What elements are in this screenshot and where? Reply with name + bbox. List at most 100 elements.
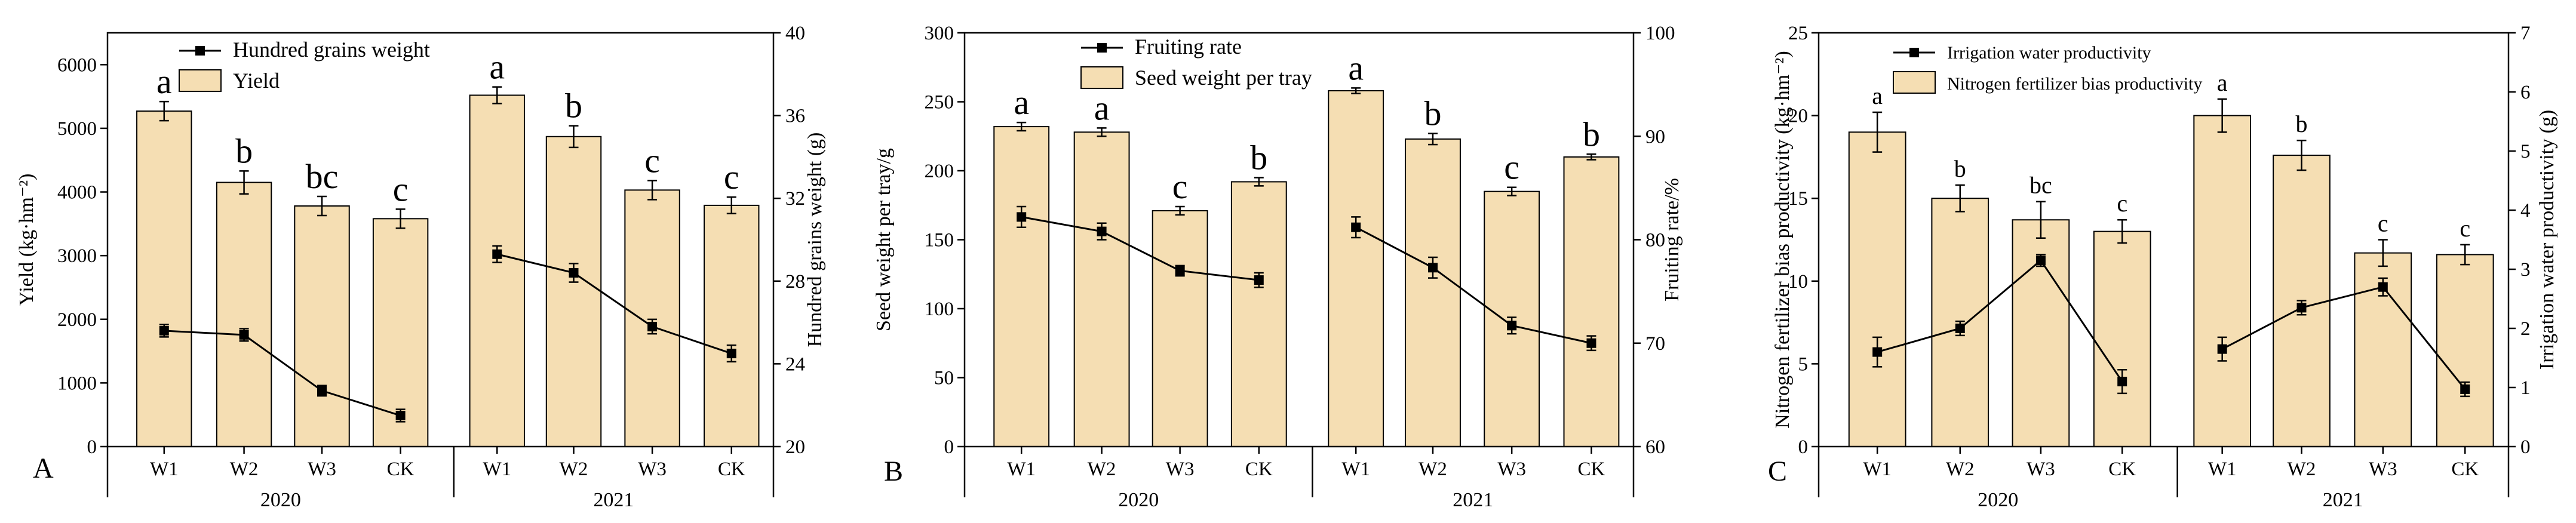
left-tick-label: 20 <box>1788 106 1808 127</box>
significance-letter: c <box>1172 167 1188 206</box>
left-tick-label: 15 <box>1788 188 1808 210</box>
bar <box>1848 131 1906 447</box>
line-point <box>492 249 502 259</box>
significance-letter: b <box>1583 115 1600 153</box>
bar <box>469 94 525 447</box>
left-tick-label: 100 <box>925 299 954 320</box>
left-tick-label: 150 <box>925 230 954 251</box>
line-point <box>2117 377 2127 387</box>
x-tick-label: W2 <box>1088 459 1116 480</box>
chart-panel-B: a a c b a b c b 0 50 100 150 200 250 300 60 70 80 90 100 W1 W… <box>873 23 1683 511</box>
legend-line-label: Irrigation water productivity <box>1947 43 2151 63</box>
significance-letter: b <box>2296 110 2308 137</box>
right-axis-title: Hundred grains weight (g) <box>804 133 826 347</box>
bar <box>993 126 1050 447</box>
legend-marker <box>195 46 205 56</box>
right-tick-label: 90 <box>1645 126 1665 147</box>
line-series <box>1021 216 1259 281</box>
line-point <box>569 267 579 278</box>
left-axis-title: Yield (kg·hm⁻²) <box>16 174 38 306</box>
left-tick-label: 3000 <box>57 245 97 267</box>
line-point <box>1351 222 1361 232</box>
right-tick-label: 32 <box>785 188 805 210</box>
significance-letter: bc <box>306 157 339 196</box>
line-series <box>1355 226 1592 344</box>
x-tick-label: W2 <box>2288 459 2316 480</box>
bar <box>2193 115 2252 448</box>
right-tick-label: 0 <box>2520 436 2531 458</box>
panel-label: C <box>1768 456 1787 487</box>
line-series <box>1877 259 2123 382</box>
bar <box>1563 156 1620 447</box>
line-point <box>239 330 249 340</box>
line-point <box>1586 338 1596 348</box>
x-tick-label: W1 <box>1007 459 1036 480</box>
right-tick-label: 70 <box>1645 333 1665 355</box>
line-point <box>395 411 406 421</box>
group-label: 2020 <box>1978 489 2018 511</box>
x-tick-label: CK <box>1245 459 1273 480</box>
x-tick-label: W1 <box>1341 459 1370 480</box>
x-tick-label: W2 <box>230 459 259 480</box>
left-tick-label: 200 <box>925 161 954 182</box>
x-tick-label: W1 <box>2208 459 2237 480</box>
line-point <box>726 349 736 359</box>
significance-letter: b <box>1424 94 1442 133</box>
left-tick-label: 0 <box>944 436 954 458</box>
significance-letter: a <box>156 62 172 101</box>
right-tick-label: 3 <box>2520 259 2531 281</box>
x-tick-label: CK <box>2108 459 2136 480</box>
x-tick-label: W3 <box>1166 459 1195 480</box>
right-tick-label: 60 <box>1645 436 1665 458</box>
line-point <box>1507 321 1517 331</box>
line-series <box>496 253 732 355</box>
line-point <box>1872 347 1883 357</box>
legend-bar-label: Nitrogen fertilizer bias productivity <box>1947 74 2202 94</box>
right-tick-label: 6 <box>2520 82 2531 103</box>
right-axis-title: Fruiting rate/% <box>1661 178 1683 302</box>
plot-frame <box>1817 32 2510 448</box>
line-point <box>2460 384 2470 394</box>
x-tick-label: CK <box>387 459 415 480</box>
significance-letter: c <box>393 170 409 208</box>
significance-letter: b <box>565 87 582 125</box>
bar <box>1230 181 1287 447</box>
significance-letter: b <box>1250 139 1267 177</box>
bar <box>1152 210 1208 447</box>
legend-bar-label: Yield <box>233 69 280 93</box>
right-tick-label: 24 <box>785 353 805 375</box>
right-tick-label: 36 <box>785 106 805 127</box>
left-tick-label: 1000 <box>57 373 97 394</box>
plot-frame <box>106 32 775 448</box>
significance-letter: c <box>644 141 660 180</box>
left-axis-title: Nitrogen fertilizer bias productivity (k… <box>1771 51 1794 428</box>
significance-letter: b <box>235 131 253 170</box>
right-tick-label: 5 <box>2520 141 2531 162</box>
x-tick-label: CK <box>1578 459 1605 480</box>
line-point <box>1175 266 1185 276</box>
x-tick-label: W2 <box>1946 459 1975 480</box>
right-tick-label: 20 <box>785 436 805 458</box>
bar <box>704 204 760 447</box>
legend-marker <box>1909 48 1919 57</box>
x-tick-label: W3 <box>1497 459 1526 480</box>
significance-letter: c <box>2378 210 2388 237</box>
panel-label: A <box>33 453 54 484</box>
left-tick-label: 5000 <box>57 118 97 140</box>
line-point <box>1955 324 1965 333</box>
line-point <box>1097 226 1107 236</box>
significance-letter: b <box>1954 155 1966 182</box>
line-point <box>2296 303 2307 313</box>
bar <box>1328 90 1384 447</box>
group-label: 2021 <box>2323 489 2363 511</box>
x-tick-label: W3 <box>2027 459 2055 480</box>
right-tick-label: 40 <box>785 23 805 44</box>
bar <box>1405 138 1461 447</box>
significance-letter: c <box>724 158 739 196</box>
line-point <box>2217 344 2227 354</box>
line-point <box>2378 282 2388 292</box>
left-tick-label: 2000 <box>57 309 97 331</box>
left-tick-label: 0 <box>1798 436 1809 458</box>
bar <box>216 181 272 447</box>
significance-letter: a <box>1014 83 1029 122</box>
